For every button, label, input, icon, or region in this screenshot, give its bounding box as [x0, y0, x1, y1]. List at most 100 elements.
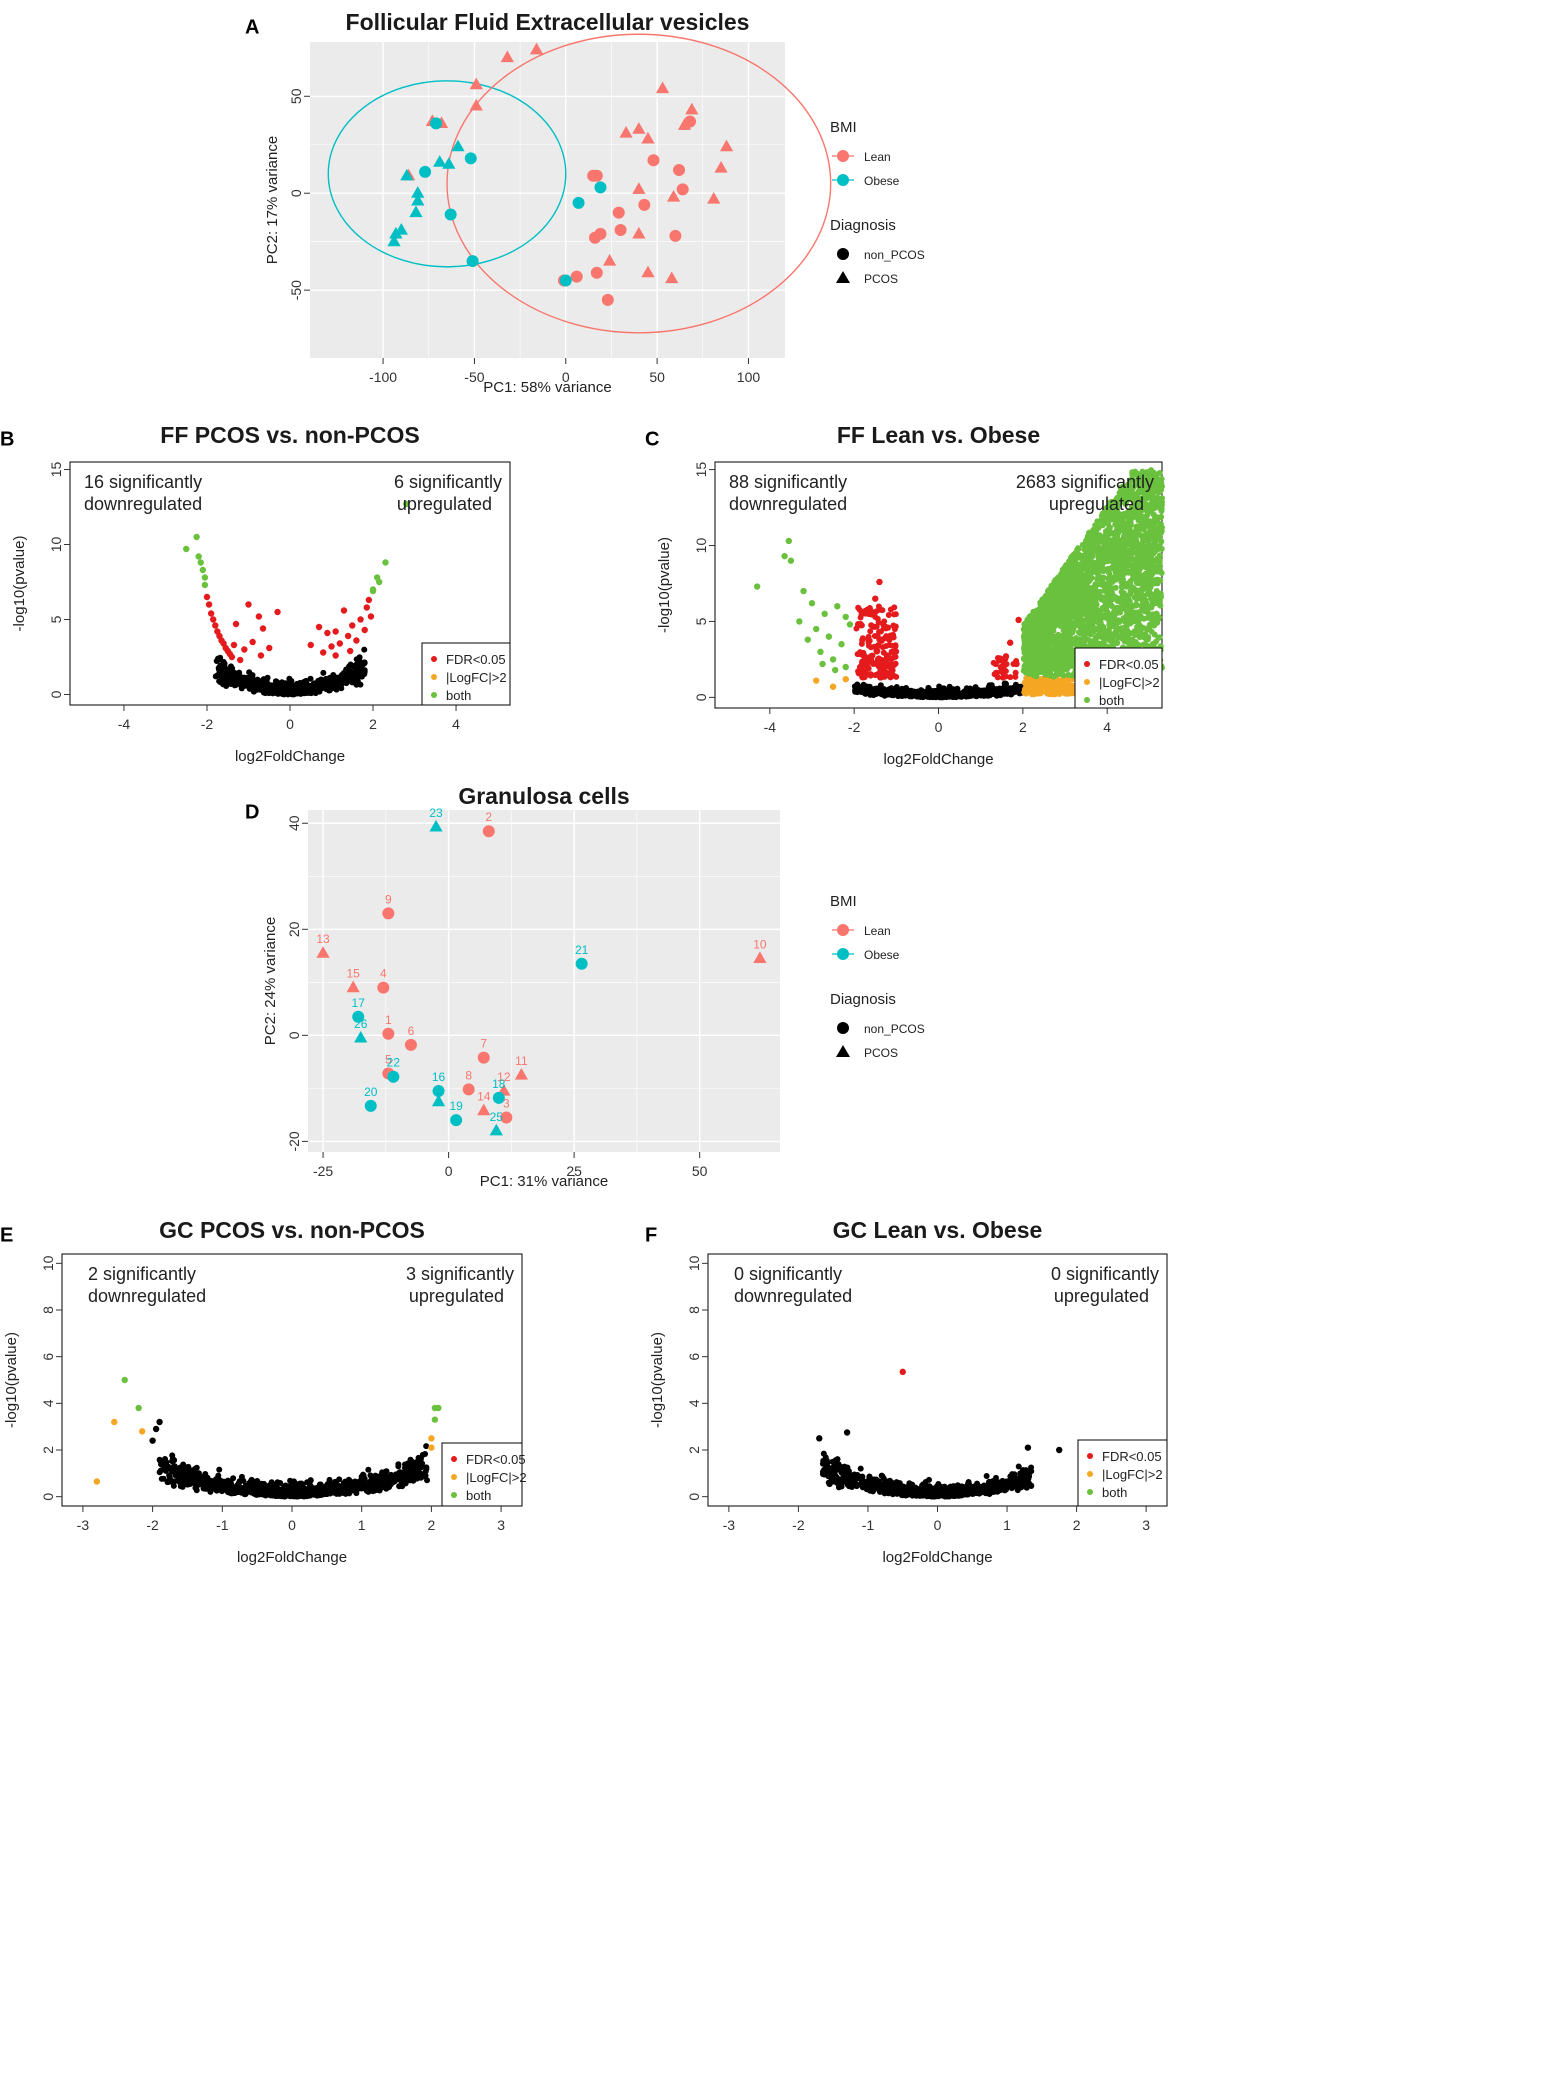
- gene-point-both: [1131, 530, 1137, 536]
- gene-point-ns: [320, 670, 326, 676]
- point-label: 17: [352, 996, 366, 1010]
- gene-point-fdr: [332, 628, 338, 634]
- gene-point-both: [1105, 584, 1111, 590]
- gene-point-both: [1065, 567, 1071, 573]
- legend-title-diagnosis: Diagnosis: [830, 217, 896, 234]
- legend-title-diagnosis: Diagnosis: [830, 991, 896, 1008]
- y-tick-label: 4: [40, 1399, 56, 1407]
- gene-point-both: [1048, 593, 1054, 599]
- x-tick-label: 4: [452, 716, 460, 732]
- gene-point-both: [1138, 594, 1144, 600]
- gene-point-both: [1069, 647, 1075, 653]
- gene-point-both: [1158, 508, 1164, 514]
- gene-point-both: [198, 559, 204, 565]
- legend-item: Obese: [864, 174, 900, 188]
- gene-point-both: [1058, 607, 1064, 613]
- gene-point-both: [800, 588, 806, 594]
- gene-point-ns: [214, 658, 220, 664]
- gene-point-both: [1139, 602, 1145, 608]
- gene-point-fdr: [345, 633, 351, 639]
- gene-point-both: [1148, 604, 1154, 610]
- legend-item: |LogFC|>2: [446, 670, 507, 685]
- gene-point-logfc: [1039, 689, 1045, 695]
- gene-point-fdr: [889, 666, 895, 672]
- gene-point-ns: [308, 676, 314, 682]
- gene-point-fdr: [881, 667, 887, 673]
- gene-point-both: [1141, 575, 1147, 581]
- gene-point-both: [1114, 607, 1120, 613]
- gene-point-fdr: [876, 629, 882, 635]
- point-label: 10: [753, 937, 767, 951]
- gene-point-ns: [338, 685, 344, 691]
- gene-point-ns: [294, 690, 300, 696]
- y-tick-label: 50: [288, 88, 304, 104]
- gene-point-both: [1159, 495, 1165, 501]
- gene-point-ns: [213, 673, 219, 679]
- gene-point-fdr: [858, 621, 864, 627]
- gene-point-both: [1051, 585, 1057, 591]
- gene-point-logfc: [1046, 690, 1052, 696]
- gene-point-both: [1138, 633, 1144, 639]
- gene-point-both: [847, 621, 853, 627]
- gene-point-both: [1118, 600, 1124, 606]
- gene-point-both: [1134, 524, 1140, 530]
- obese-nonpcos-point: [430, 117, 442, 129]
- gene-point-both: [1157, 594, 1163, 600]
- gene-point-fdr: [328, 643, 334, 649]
- lean-nonpcos-point: [478, 1052, 490, 1064]
- annotation-downregulated: downregulated: [84, 494, 202, 514]
- x-tick-label: -25: [313, 1163, 333, 1179]
- legend-item: Lean: [864, 924, 891, 938]
- gene-point-both: [1148, 560, 1154, 566]
- gene-point-both: [1107, 593, 1113, 599]
- gene-point-both: [1152, 564, 1158, 570]
- gene-point-both: [1075, 545, 1081, 551]
- gene-point-fdr: [1013, 670, 1019, 676]
- gene-point-both: [1072, 588, 1078, 594]
- legend-item: PCOS: [864, 1046, 898, 1060]
- y-tick-label: 0: [693, 693, 709, 701]
- annotation-upregulated: upregulated: [397, 494, 492, 514]
- y-axis-label: -log10(pvalue): [656, 537, 673, 633]
- gene-point-fdr: [233, 621, 239, 627]
- point-label: 3: [503, 1097, 510, 1111]
- gene-point-ns: [852, 683, 858, 689]
- gene-point-ns: [225, 672, 231, 678]
- gene-point-both: [1066, 578, 1072, 584]
- gene-point-ns: [274, 679, 280, 685]
- y-tick-label: 10: [40, 1255, 56, 1271]
- legend-dot: [1084, 661, 1090, 667]
- gene-point-both: [1093, 534, 1099, 540]
- gene-point-fdr: [245, 601, 251, 607]
- gene-point-fdr: [888, 656, 894, 662]
- gene-point-ns: [287, 687, 293, 693]
- gene-point-logfc: [1054, 684, 1060, 690]
- gene-point-ns: [926, 687, 932, 693]
- gene-point-both: [1108, 565, 1114, 571]
- gene-point-both: [1101, 539, 1107, 545]
- gene-point-both: [1151, 623, 1157, 629]
- point-label: 26: [354, 1017, 368, 1031]
- gene-point-both: [193, 534, 199, 540]
- obese-nonpcos-point: [465, 152, 477, 164]
- gene-point-both: [1133, 609, 1139, 615]
- gene-point-both: [1112, 631, 1118, 637]
- gene-point-both: [1106, 529, 1112, 535]
- gene-point-both: [788, 558, 794, 564]
- gene-point-both: [1085, 579, 1091, 585]
- gene-point-fdr: [366, 597, 372, 603]
- gene-point-both: [1076, 595, 1082, 601]
- gene-point-both: [1030, 664, 1036, 670]
- gene-point-both: [1092, 586, 1098, 592]
- gene-point-both: [1021, 655, 1027, 661]
- gene-point-both: [1093, 605, 1099, 611]
- gene-point-fdr: [893, 611, 899, 617]
- legend-key-triangle: [836, 1045, 850, 1057]
- gene-point-fdr: [1003, 653, 1009, 659]
- gene-point-both: [1142, 608, 1148, 614]
- gene-point-fdr: [883, 624, 889, 630]
- obese-nonpcos-point: [445, 209, 457, 221]
- gene-point-both: [1047, 618, 1053, 624]
- gene-point-both: [1060, 656, 1066, 662]
